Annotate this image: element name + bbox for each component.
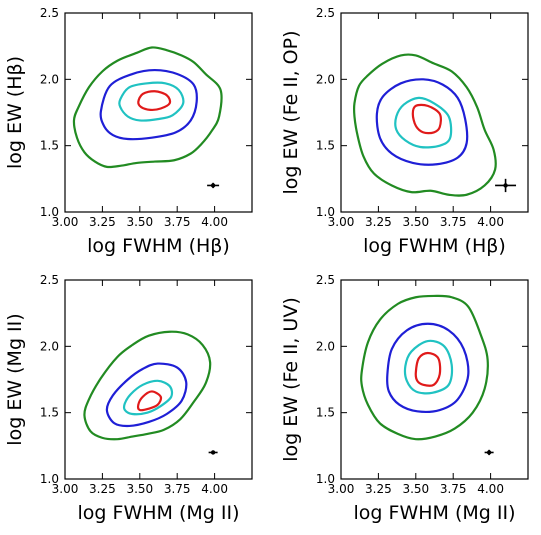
y-tick-label: 2.0 (316, 72, 335, 86)
y-axis-label: log EW (Fe II, OP) (280, 31, 302, 195)
x-tick-label: 3.75 (440, 215, 467, 229)
contour-outer (360, 294, 489, 441)
contour-mid (386, 322, 470, 413)
y-tick-label: 2.0 (40, 339, 59, 353)
x-tick-label: 3.25 (365, 482, 392, 496)
y-tick-label: 2.5 (316, 273, 335, 287)
x-tick-label: 3.75 (440, 482, 467, 496)
panel-4: 3.00 3.25 3.50 3.75 4.00 1.0 1.5 2.0 2.5 log FWHM… (280, 273, 529, 524)
x-axis-label: log FWHM (Hβ) (87, 235, 230, 257)
contour-mid (99, 68, 198, 141)
y-tick-label: 2.0 (40, 72, 59, 86)
contour-inner (118, 81, 185, 122)
x-axis-label: log FWHM (Mg II) (78, 502, 240, 524)
y-tick-label: 1.0 (316, 205, 335, 219)
contour-inner (403, 339, 454, 395)
contour-core (411, 103, 442, 135)
x-tick-label: 4.00 (477, 215, 504, 229)
y-tick-label: 2.5 (40, 6, 59, 20)
plot-frame (64, 12, 253, 213)
x-tick-label: 4.00 (201, 215, 228, 229)
x-tick-label: 3.25 (89, 482, 116, 496)
y-tick-label: 1.5 (40, 406, 59, 420)
y-axis-label: log EW (Fe II, UV) (280, 297, 302, 461)
plot-frame (64, 279, 253, 480)
y-axis-label: log EW (Hβ) (4, 56, 26, 169)
x-axis-label: log FWHM (Mg II) (354, 502, 516, 524)
plot-frame (340, 279, 529, 480)
x-tick-label: 4.00 (201, 482, 228, 496)
x-tick-label: 3.00 (328, 215, 355, 229)
panel-3: 3.00 3.25 3.50 3.75 4.00 1.0 1.5 2.0 2.5 log FWHM… (4, 273, 253, 524)
y-tick-label: 1.0 (40, 205, 59, 219)
x-tick-label: 3.00 (52, 482, 79, 496)
panel-1: 3.00 3.25 3.50 3.75 4.00 1.0 1.5 2.0 2.5 log FWHM… (4, 6, 253, 257)
y-tick-label: 2.0 (316, 339, 335, 353)
y-tick-label: 2.5 (40, 273, 59, 287)
plot-frame (340, 12, 529, 213)
y-tick-label: 1.0 (40, 472, 59, 486)
contour-core (137, 90, 172, 112)
x-tick-label: 3.00 (328, 482, 355, 496)
contour-outer (72, 46, 223, 169)
x-tick-label: 3.00 (52, 215, 79, 229)
contour-inner (394, 96, 453, 149)
y-tick-label: 1.5 (40, 139, 59, 153)
y-tick-label: 1.5 (316, 139, 335, 153)
error-bar (484, 449, 494, 456)
y-tick-label: 2.5 (316, 6, 335, 20)
x-tick-label: 3.50 (126, 215, 153, 229)
y-tick-label: 1.5 (316, 406, 335, 420)
contour-outer (83, 330, 212, 441)
x-tick-label: 3.50 (402, 482, 429, 496)
x-tick-label: 3.50 (402, 215, 429, 229)
x-tick-label: 3.75 (164, 215, 191, 229)
error-bar (495, 178, 517, 193)
x-axis-label: log FWHM (Hβ) (363, 235, 506, 257)
y-tick-label: 1.0 (316, 472, 335, 486)
x-tick-label: 3.25 (365, 215, 392, 229)
x-tick-label: 3.75 (164, 482, 191, 496)
contour-mid (375, 78, 469, 166)
panel-2: 3.00 3.25 3.50 3.75 4.00 1.0 1.5 2.0 2.5 log FWHM… (280, 6, 529, 257)
contour-mid (105, 362, 188, 428)
contour-inner (122, 379, 174, 416)
error-bar (207, 182, 220, 189)
contour-core (414, 351, 442, 387)
contour-outer (352, 53, 497, 197)
y-axis-label: log EW (Mg II) (4, 313, 26, 445)
x-tick-label: 4.00 (477, 482, 504, 496)
x-tick-label: 3.50 (126, 482, 153, 496)
error-bar (208, 450, 218, 455)
contour-core (136, 390, 163, 412)
x-tick-label: 3.25 (89, 215, 116, 229)
